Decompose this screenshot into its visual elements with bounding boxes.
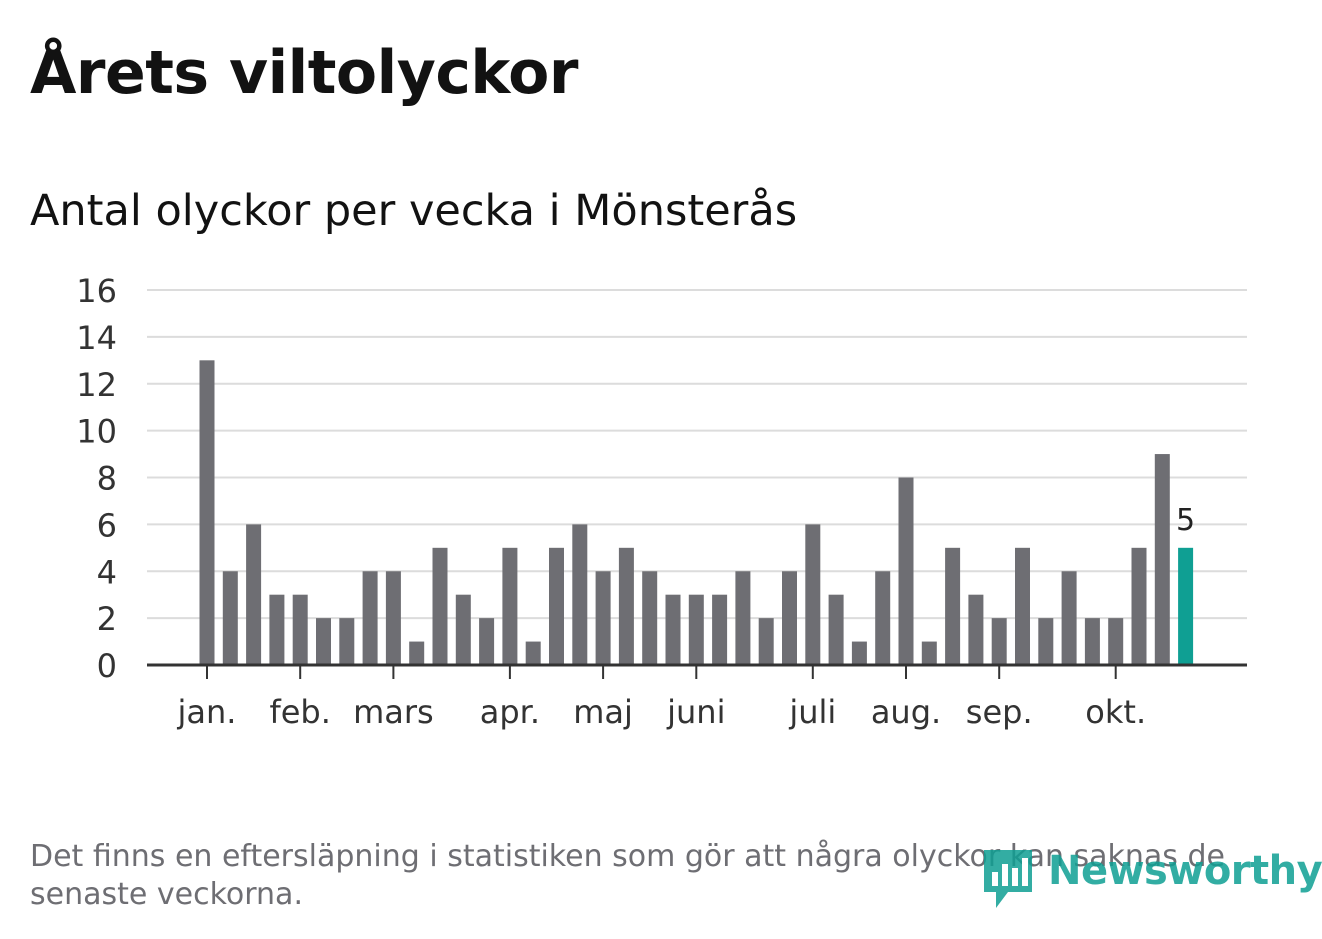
bar-chart: 0 2 4 6 8 10 12 14 16 5 jan. feb. mars apr. maj juni jul… [76,272,1247,731]
bar [269,594,285,665]
bar [292,594,308,665]
bar [572,524,588,665]
bar [525,641,541,665]
bar [199,360,215,665]
bar [1038,618,1054,665]
y-tick-label: 14 [76,319,117,357]
x-tick-label: juni [666,693,725,731]
bar [875,571,891,665]
bar [1015,547,1030,665]
chart-subtitle: Antal olyckor per vecka i Mönsterås [30,186,798,236]
bar [1131,547,1147,665]
bar [502,547,518,665]
bar [968,594,984,665]
bar [385,571,401,665]
bar [455,594,471,665]
y-tick-label: 6 [97,506,117,544]
y-tick-label: 10 [76,413,117,451]
newsworthy-logo-icon [984,850,1032,908]
bar [618,547,634,665]
bar [595,571,611,665]
bar [921,641,937,665]
bar [1154,454,1170,665]
bar [362,571,378,665]
bar [991,618,1007,665]
bar [339,618,355,665]
bar [735,571,751,665]
bar [688,594,704,665]
x-tick-label: okt. [1085,693,1146,731]
x-tick-label: juli [788,693,836,731]
bar [851,641,867,665]
y-tick-label: 12 [76,366,117,404]
bar [222,571,238,665]
bar [1061,571,1077,665]
x-tick-label: apr. [480,693,540,731]
data-label: 5 [1176,503,1195,538]
bar [665,594,681,665]
bar [828,594,844,665]
chart-title: Årets viltolyckor [30,38,579,108]
x-tick-label: feb. [269,693,330,731]
bar-highlight [1178,547,1194,665]
y-tick-label: 0 [97,647,117,685]
x-tick-label: mars [353,693,434,731]
x-tick-label: sep. [966,693,1033,731]
x-tick-label: jan. [177,693,237,731]
y-tick-label: 2 [97,600,117,638]
bar [805,524,821,665]
bar [1084,618,1100,665]
logo-text: Newsworthy [1048,848,1322,894]
bar [409,641,425,665]
y-tick-label: 8 [97,460,117,498]
bar [758,618,774,665]
bar [432,547,448,665]
bar [782,571,797,665]
bar [945,547,961,665]
bar [479,618,495,665]
bar [549,547,564,665]
bar [316,618,331,665]
x-tick-label: aug. [871,693,941,731]
x-tick-label: maj [573,693,633,731]
bar [712,594,728,665]
bar [898,477,914,665]
y-tick-label: 4 [97,553,117,591]
bar [246,524,262,665]
newsworthy-logo: Newsworthy [978,846,1322,912]
bar [1108,618,1124,665]
bar [642,571,658,665]
y-tick-label: 16 [76,272,117,310]
